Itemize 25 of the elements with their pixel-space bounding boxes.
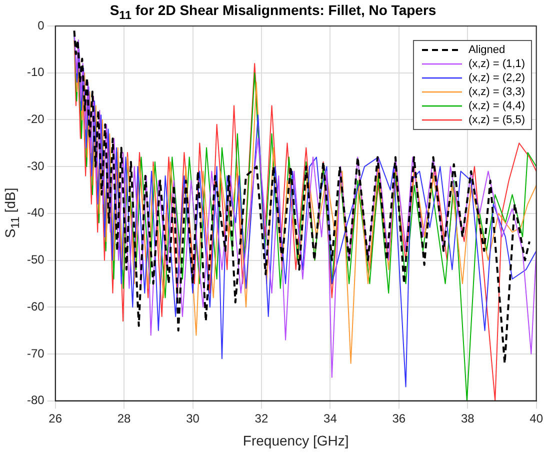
legend-label: (x,z) = (3,3) — [468, 86, 525, 98]
legend-label: (x,z) = (2,2) — [468, 72, 525, 84]
legend-label: (x,z) = (1,1) — [468, 58, 525, 70]
y-tick-label: -70 — [27, 346, 45, 360]
x-tick-label: 30 — [186, 411, 200, 426]
y-tick-label: -30 — [27, 158, 45, 173]
x-axis-title: Frequency [GHz] — [242, 432, 349, 448]
x-tick-label: 36 — [392, 411, 406, 426]
x-tick-label: 32 — [254, 411, 268, 426]
x-tick-label: 34 — [324, 411, 338, 426]
y-tick-label: -10 — [27, 65, 45, 80]
x-tick-label: 26 — [48, 411, 62, 426]
legend-label: (x,z) = (5,5) — [468, 114, 525, 126]
x-tick-label: 40 — [530, 411, 544, 426]
legend-label: Aligned — [468, 44, 506, 56]
y-tick-label: -50 — [27, 252, 45, 267]
y-tick-label: -60 — [27, 299, 45, 314]
y-tick-label: -20 — [27, 112, 45, 126]
chart-title: S$_{11}$ for 2D Shear Misalignments: Fillet, No Tapers — [110, 2, 436, 22]
y-tick-label: -40 — [27, 206, 45, 220]
x-tick-label: 28 — [117, 411, 132, 426]
legend-label: (x,z) = (4,4) — [468, 100, 525, 112]
x-tick-label: 38 — [460, 411, 475, 426]
y-tick-label: 0 — [38, 18, 45, 32]
y-tick-label: -80 — [27, 393, 45, 408]
